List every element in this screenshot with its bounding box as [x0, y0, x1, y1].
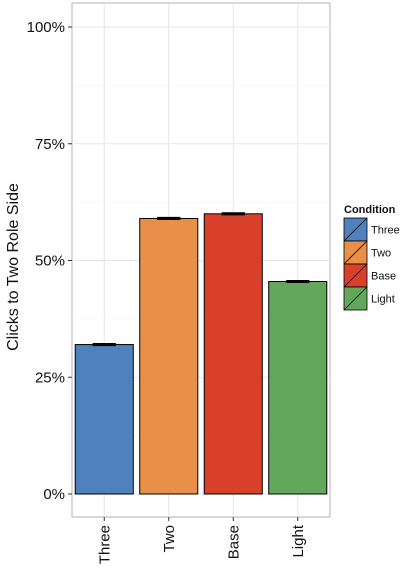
bar-base [203, 213, 263, 495]
legend-item-two: Two [343, 240, 391, 265]
x-tick-label: Two [161, 525, 178, 553]
y-tick-label: 0% [43, 486, 65, 503]
y-tick-label: 75% [35, 136, 65, 153]
legend-items: Three Two Base Light [343, 217, 400, 311]
y-tick-label: 100% [27, 19, 65, 36]
y-tick-label: 50% [35, 253, 65, 270]
error-bar-two [157, 216, 181, 221]
legend-label: Three [371, 225, 400, 237]
legend-item-three: Three [343, 217, 400, 242]
legend-item-base: Base [343, 263, 396, 288]
legend-label: Light [371, 294, 395, 306]
error-bar-base [221, 212, 245, 216]
x-tick-label: Three [96, 525, 113, 564]
legend-item-light: Light [343, 286, 395, 311]
bar-two [139, 217, 199, 495]
y-axis: 0% 25% 50% 75% 100% [27, 19, 72, 503]
bars-layer [74, 213, 328, 495]
x-tick-label: Light [290, 524, 307, 557]
legend-label: Two [371, 248, 391, 260]
bar-three [74, 344, 134, 495]
y-axis-title: Clicks to Two Role Side [5, 183, 22, 351]
legend-label: Base [371, 271, 396, 283]
bar-light [268, 281, 328, 495]
y-tick-label: 25% [35, 369, 65, 386]
legend-title: Condition [344, 204, 396, 216]
error-bar-three [92, 343, 116, 347]
legend: Condition Three Two Base Light [343, 204, 400, 311]
x-axis: Three Two Base Light [96, 517, 307, 564]
error-bars-layer [92, 212, 310, 347]
x-tick-label: Base [225, 525, 242, 559]
error-bar-light [286, 279, 310, 284]
